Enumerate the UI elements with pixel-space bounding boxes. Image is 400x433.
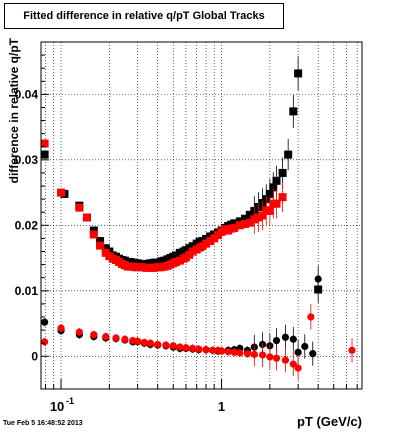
data-point-circle	[250, 350, 258, 358]
data-point-circle	[243, 350, 252, 358]
data-series	[41, 56, 356, 381]
data-point-square	[201, 239, 210, 248]
data-point-square	[258, 211, 267, 220]
data-point-square	[265, 189, 274, 198]
data-point-circle	[289, 360, 297, 368]
data-point-square	[241, 214, 250, 223]
data-point-circle	[202, 346, 210, 354]
data-point-circle	[75, 328, 83, 336]
data-point-circle	[154, 340, 162, 349]
data-point-circle	[140, 338, 148, 347]
data-point-circle	[41, 338, 49, 346]
data-point-circle	[272, 336, 281, 345]
timestamp: Tue Feb 5 16:48:52 2013	[3, 420, 83, 427]
data-point-square	[294, 69, 303, 78]
data-point-square	[230, 219, 239, 228]
data-point-circle	[146, 339, 154, 347]
data-point-circle	[182, 344, 190, 352]
data-point-circle	[121, 335, 129, 343]
x-tick-label-exponent: -1	[66, 396, 74, 406]
data-point-square	[265, 206, 274, 215]
data-point-square	[82, 213, 91, 222]
data-point-circle	[309, 350, 317, 358]
data-point-square	[245, 218, 254, 227]
x-tick-label: 10	[50, 399, 64, 414]
data-point-square	[272, 199, 281, 208]
data-point-square	[272, 176, 281, 185]
series-0	[41, 56, 323, 303]
data-point-circle	[314, 275, 322, 283]
data-point-circle	[272, 354, 281, 362]
data-point-square	[241, 220, 250, 229]
data-point-square	[201, 235, 210, 244]
y-tick-label: 0.03	[15, 153, 39, 167]
y-axis-label: difference in relative q/pT	[7, 37, 21, 183]
data-point-square	[133, 263, 142, 272]
data-point-circle	[57, 324, 65, 332]
data-point-circle	[209, 346, 217, 354]
data-point-circle	[176, 343, 184, 351]
plot-frame	[40, 41, 363, 390]
y-tick-label: 0	[31, 349, 38, 363]
data-point-circle	[294, 364, 302, 372]
data-point-circle	[289, 335, 297, 343]
data-point-square	[96, 241, 105, 250]
chart-title: Fitted difference in relative q/pT Globa…	[4, 3, 284, 29]
axis-ticks	[41, 41, 358, 389]
series-group	[41, 56, 356, 381]
x-tick-label: 1	[218, 399, 225, 414]
data-point-square	[89, 230, 98, 239]
data-point-square	[41, 150, 49, 159]
data-point-square	[250, 215, 259, 224]
data-point-circle	[162, 341, 170, 349]
data-point-square	[269, 183, 278, 192]
data-point-square	[138, 263, 147, 272]
data-point-circle	[307, 313, 315, 321]
data-point-circle	[281, 356, 290, 364]
y-tick-label: 0.01	[15, 284, 39, 298]
data-point-circle	[90, 331, 98, 339]
axis-tick-labels: 0 0.01 0.02 0.03 0.04 10 -1 1	[15, 87, 226, 414]
y-tick-label: 0.02	[15, 218, 39, 232]
y-tick-label: 0.04	[15, 87, 39, 101]
grid-lines	[41, 42, 362, 389]
data-point-circle	[230, 348, 238, 356]
data-point-circle	[258, 351, 267, 359]
data-point-circle	[217, 347, 226, 355]
data-point-circle	[294, 348, 302, 356]
data-point-circle	[134, 337, 142, 345]
data-point-square	[188, 242, 197, 251]
data-point-circle	[348, 346, 356, 354]
data-point-circle	[102, 333, 110, 341]
series-2	[41, 265, 322, 366]
data-point-circle	[41, 318, 49, 326]
data-point-square	[289, 107, 298, 116]
data-point-square	[230, 223, 239, 232]
data-point-square	[278, 168, 287, 177]
data-point-circle	[195, 345, 203, 353]
data-point-square	[245, 210, 254, 219]
data-point-square	[96, 237, 105, 246]
data-point-circle	[169, 342, 177, 350]
series-1	[41, 139, 287, 272]
data-point-circle	[301, 342, 309, 351]
series-3	[41, 304, 356, 381]
data-point-circle	[224, 348, 232, 356]
data-point-circle	[236, 349, 244, 357]
data-point-square	[41, 139, 49, 148]
data-point-square	[75, 203, 84, 212]
data-point-circle	[281, 333, 290, 341]
data-point-circle	[112, 334, 120, 342]
data-point-square	[235, 221, 244, 230]
data-point-square	[57, 188, 66, 197]
data-point-circle	[188, 344, 197, 353]
data-point-circle	[266, 353, 274, 361]
data-point-square	[284, 150, 293, 159]
x-axis-label: pT (GeV/c)	[297, 414, 362, 429]
data-point-square	[188, 247, 197, 256]
data-point-square	[278, 193, 287, 202]
